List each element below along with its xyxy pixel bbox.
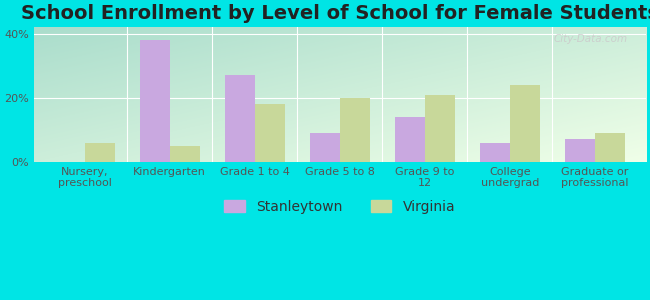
Bar <box>225 76 255 162</box>
Bar <box>480 143 510 162</box>
Bar <box>510 85 540 162</box>
Title: School Enrollment by Level of School for Female Students: School Enrollment by Level of School for… <box>21 4 650 23</box>
Bar <box>140 40 170 162</box>
Bar <box>340 98 370 162</box>
Bar <box>255 104 285 162</box>
Bar <box>395 117 425 162</box>
Legend: Stanleytown, Virginia: Stanleytown, Virginia <box>219 194 461 220</box>
Text: City-Data.com: City-Data.com <box>553 34 627 44</box>
Bar <box>170 146 200 162</box>
Bar <box>425 95 454 162</box>
Bar <box>310 133 340 162</box>
Bar <box>595 133 625 162</box>
Bar <box>84 143 114 162</box>
Bar <box>565 140 595 162</box>
